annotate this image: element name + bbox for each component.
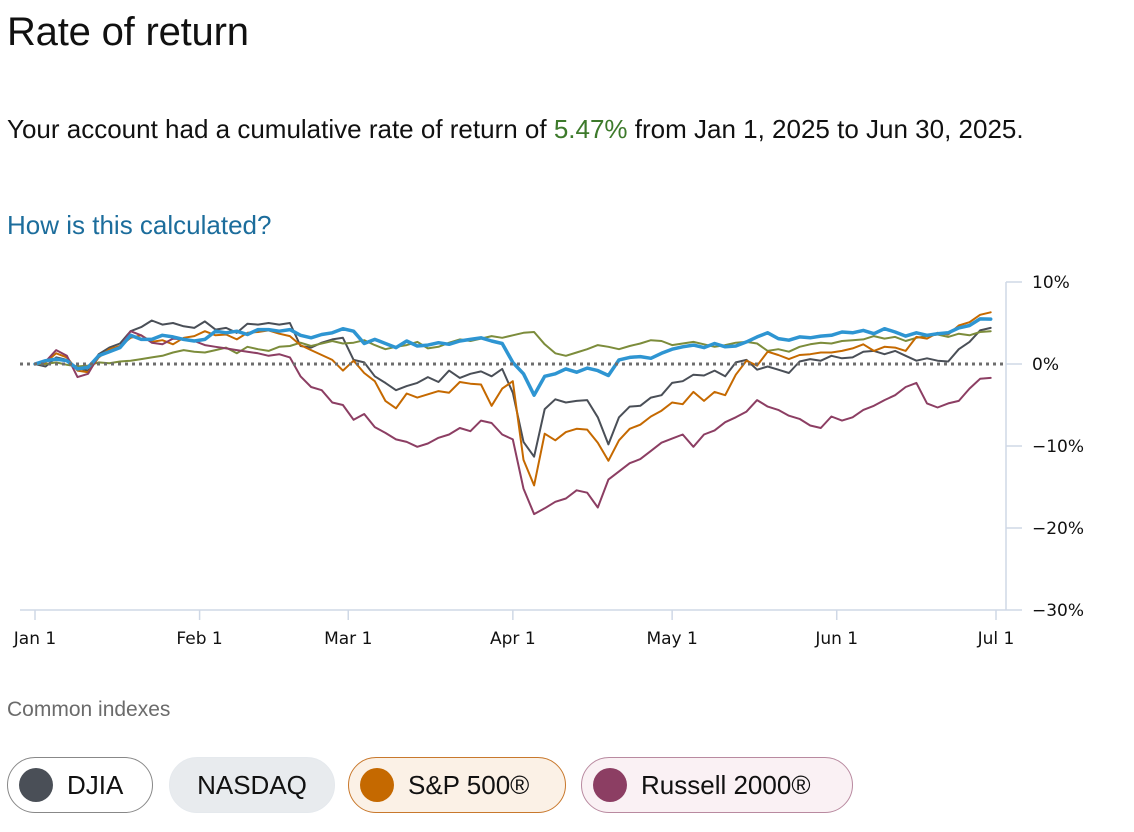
russell-color-dot <box>593 768 627 802</box>
x-tick-label: May 1 <box>646 629 697 649</box>
x-tick-label: Mar 1 <box>324 629 372 649</box>
how-calculated-link[interactable]: How is this calculated? <box>7 210 272 240</box>
djia-color-dot <box>19 768 53 802</box>
x-tick-label: Jun 1 <box>814 629 858 649</box>
y-tick-label: −20% <box>1032 519 1084 539</box>
summary-prefix: Your account had a cumulative rate of re… <box>7 114 554 144</box>
sp500-chip-label: S&P 500® <box>408 769 530 800</box>
y-tick-label: 0% <box>1032 355 1059 375</box>
djia-chip-label: DJIA <box>67 769 124 800</box>
russell-chip-label: Russell 2000® <box>641 769 811 800</box>
russell-chip[interactable]: Russell 2000® <box>581 757 853 813</box>
series-line-djia <box>34 319 992 458</box>
cumulative-return-value: 5.47% <box>553 114 628 144</box>
nasdaq-chip[interactable]: NASDAQ <box>169 757 335 813</box>
nasdaq-chip-label: NASDAQ <box>197 769 307 800</box>
return-summary: Your account had a cumulative rate of re… <box>7 108 1117 150</box>
x-tick-label: Feb 1 <box>176 629 222 649</box>
rate-of-return-chart: 10% 0% −10% −20% −30% Jan 1 Feb 1 Mar 1 Apr 1 May… <box>13 273 1084 649</box>
common-indexes-label: Common indexes <box>7 698 171 721</box>
x-tick-label: Jan 1 <box>13 629 56 649</box>
sp500-color-dot <box>360 768 394 802</box>
summary-suffix: from Jan 1, 2025 to Jun 30, 2025. <box>627 114 1024 144</box>
x-tick-label: Jul 1 <box>977 629 1015 649</box>
series-line-sp500 <box>34 311 992 487</box>
y-tick-label: −30% <box>1032 601 1084 621</box>
djia-chip[interactable]: DJIA <box>7 757 153 813</box>
sp500-chip[interactable]: S&P 500® <box>348 757 566 813</box>
series-line-account <box>33 317 993 397</box>
x-tick-label: Apr 1 <box>490 629 536 649</box>
y-tick-label: 10% <box>1032 273 1070 293</box>
series-line-nasdaq <box>34 330 992 368</box>
y-tick-label: −10% <box>1032 437 1084 457</box>
page-title: Rate of return <box>7 10 249 54</box>
